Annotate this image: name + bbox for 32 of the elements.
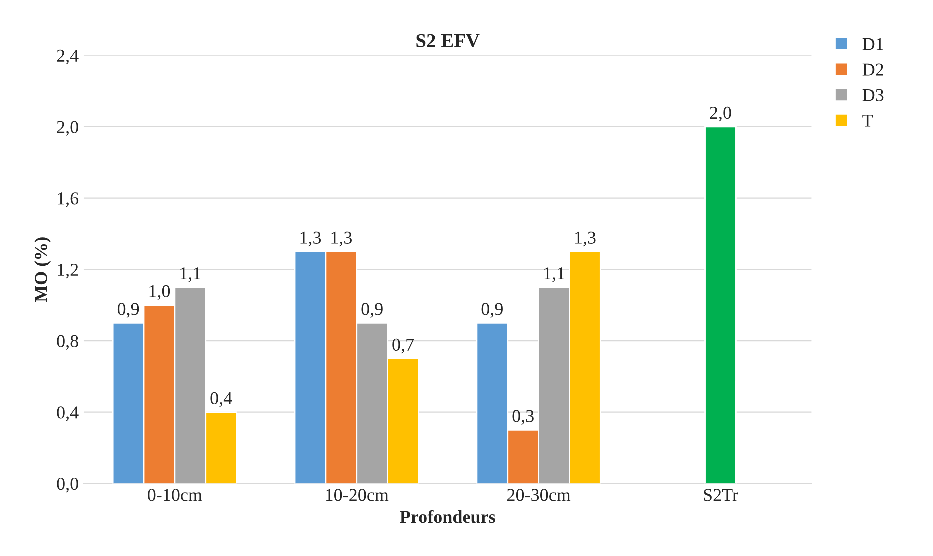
data-label: 0,9 [482,303,503,318]
bar [704,126,737,484]
x-tick-label: 0-10cm [148,489,202,502]
legend-label: D3 [862,89,884,102]
y-tick-label: 1,6 [58,192,79,208]
data-label: 0,9 [362,303,383,318]
data-label: 1,1 [544,268,564,282]
y-tick-label: 2,0 [57,121,78,136]
data-label: 0,9 [118,303,140,318]
legend-label: D2 [862,64,884,76]
legend-label: T [862,114,874,127]
y-axis-title: MO (%) [34,238,51,302]
data-label: 1,3 [576,232,596,247]
data-label: 1,3 [300,232,322,247]
y-tick-label: 2,4 [57,50,79,65]
y-tick-label: 0,4 [57,406,79,422]
chart-title: S2 EFV [416,34,480,48]
x-tick-label: 20-30cm [508,489,571,502]
data-label: 1,1 [180,268,201,282]
legend-label: D1 [862,38,884,50]
x-tick-label: 10-20cm [326,489,389,502]
x-axis-title: Profondeurs [400,510,496,524]
data-label: 0,3 [512,410,534,425]
data-label: 2,0 [710,106,732,122]
data-label: 0,7 [392,338,414,354]
y-tick-label: 0,0 [57,478,78,493]
x-tick-label: S2Tr [704,489,738,502]
data-label: 1,3 [332,232,352,247]
data-label: 0,4 [210,392,232,408]
y-tick-label: 1,2 [58,264,78,279]
data-label: 1,0 [150,285,170,300]
y-tick-label: 0,8 [57,335,78,350]
